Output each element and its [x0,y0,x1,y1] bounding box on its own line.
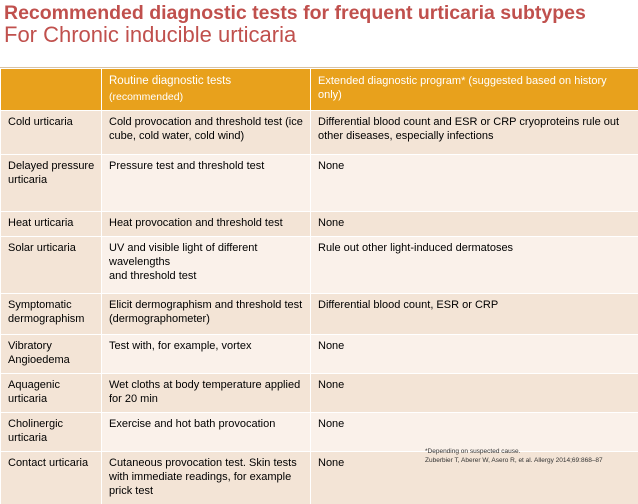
header-subtype [1,69,102,111]
cell-subtype: Cholinergic urticaria [1,413,102,452]
slide-subtitle: For Chronic inducible urticaria [4,22,296,48]
cell-subtype: Aquagenic urticaria [1,374,102,413]
header-extended: Extended diagnostic program* (suggested … [311,69,638,111]
cell-routine: Wet cloths at body temperature applied f… [102,374,311,413]
cell-extended: None [311,374,638,413]
diagnostic-tests-table: Routine diagnostic tests (recommended) E… [0,68,638,504]
header-routine-sublabel: (recommended) [109,90,305,104]
footnote-cause: *Depending on suspected cause. [425,447,603,456]
cell-extended: None [311,335,638,374]
cell-routine: Exercise and hot bath provocation [102,413,311,452]
cell-subtype: Cold urticaria [1,111,102,155]
cell-extended: Rule out other light-induced dermatoses [311,237,638,294]
cell-routine: Heat provocation and threshold test [102,212,311,237]
cell-extended: None [311,413,638,452]
header-routine: Routine diagnostic tests (recommended) [102,69,311,111]
cell-extended: None [311,155,638,212]
footnote: *Depending on suspected cause. Zuberbier… [425,447,603,465]
footnote-reference: Zuberbier T, Aberer W, Asero R, et al. A… [425,456,603,465]
cell-subtype: Heat urticaria [1,212,102,237]
header-routine-label: Routine diagnostic tests [109,74,305,88]
cell-routine: Test with, for example, vortex [102,335,311,374]
cell-routine: UV and visible light of different wavele… [102,237,311,294]
cell-routine: Cutaneous provocation test. Skin tests w… [102,452,311,504]
cell-subtype: Contact urticaria [1,452,102,504]
cell-subtype: Solar urticaria [1,237,102,294]
cell-subtype: Delayed pressure urticaria [1,155,102,212]
cell-extended: Differential blood count, ESR or CRP [311,294,638,335]
table-header-row: Routine diagnostic tests (recommended) E… [1,69,638,111]
cell-routine: Pressure test and threshold test [102,155,311,212]
cell-extended: None [311,212,638,237]
cell-routine: Elicit dermographism and threshold test … [102,294,311,335]
cell-subtype: Vibratory Angioedema [1,335,102,374]
cell-routine: Cold provocation and threshold test (ice… [102,111,311,155]
cell-subtype: Symptomatic dermographism [1,294,102,335]
cell-extended: Differential blood count and ESR or CRP … [311,111,638,155]
